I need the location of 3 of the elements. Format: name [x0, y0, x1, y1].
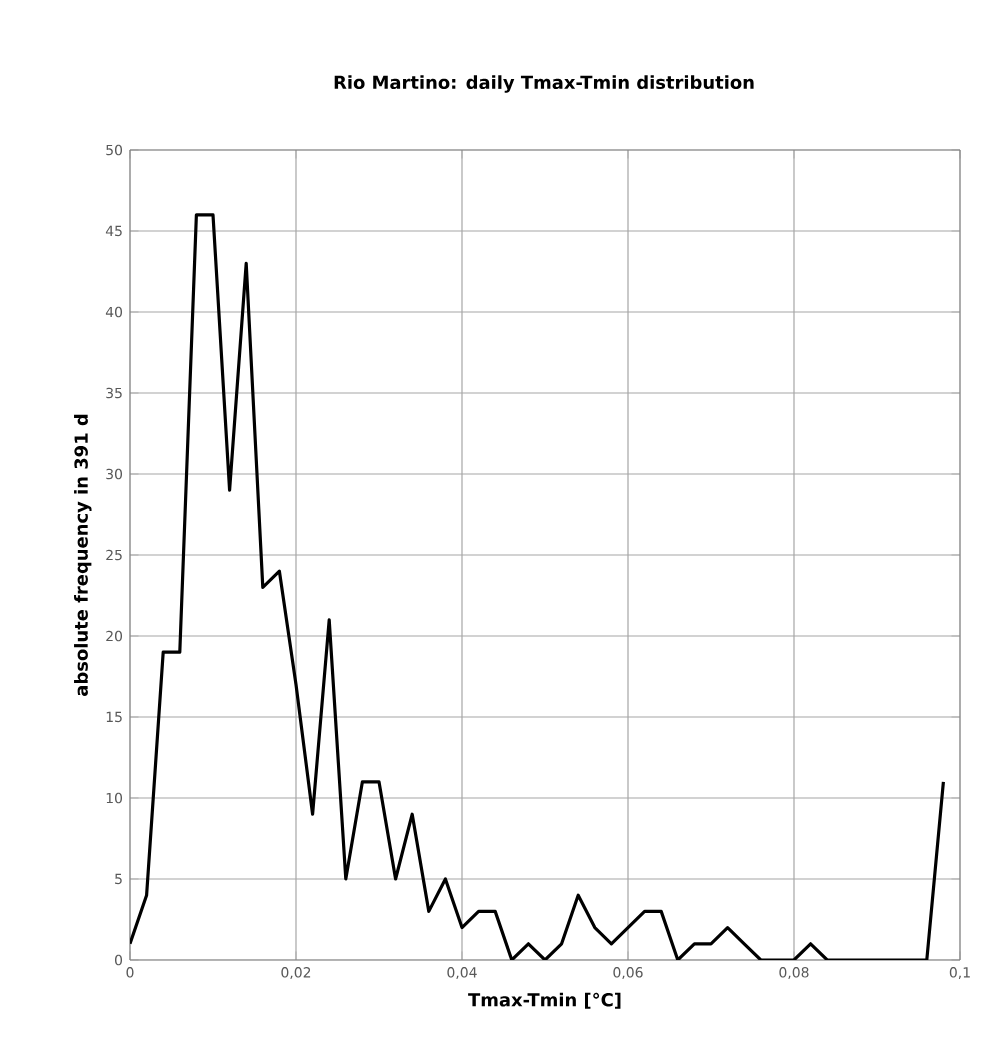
x-axis-title: Tmax-Tmin [°C] — [468, 992, 621, 1009]
chart-title: Rio Martino: daily Tmax-Tmin distribution — [334, 75, 754, 93]
y-axis-title: absolute frequency in 391 d — [74, 414, 92, 696]
